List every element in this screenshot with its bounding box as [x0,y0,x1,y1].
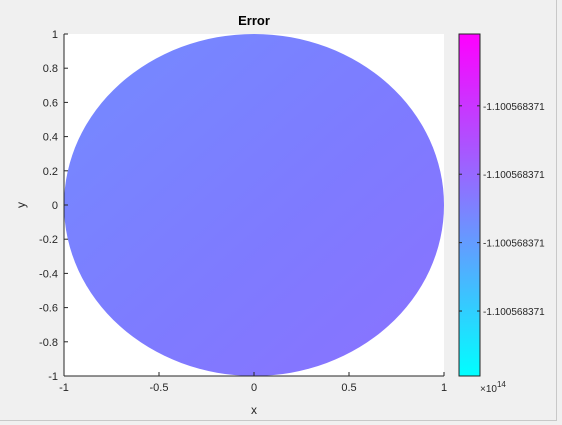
y-tick-label: 0.2 [43,166,58,178]
y-tick-label: -0.2 [39,234,58,246]
y-tick-label: 1 [52,29,58,41]
colorbar-tick-label: -1.100568371 [483,170,545,181]
chart-title: Error [238,13,270,28]
colorbar [458,33,481,377]
y-axis-label: y [14,202,28,208]
y-tick-label: 0 [52,200,58,212]
y-tick-label: -0.8 [39,337,58,349]
error-surface [64,34,444,376]
y-tick-label: -0.6 [39,303,58,315]
x-tick-label: -0.5 [150,382,169,394]
x-tick-label: 0 [251,382,257,394]
colorbar-tick-label: -1.100568371 [483,102,545,113]
colorbar-exponent: ×1014 [480,380,506,395]
y-tick-label: 0.6 [43,97,58,109]
y-tick-label: 0.8 [43,63,58,75]
chart: -1 -0.5 0 0.5 1 1 0.8 0.6 0.4 0.2 0 -0.2 -0.4 -0.6 -0… [14,13,545,417]
x-tick-label: -1 [59,382,69,394]
x-tick-label: 1 [441,382,447,394]
x-tick-label: 0.5 [341,382,356,394]
colorbar-tick-label: -1.100568371 [483,239,545,250]
y-tick-label: -1 [48,371,58,383]
y-tick-label: -0.4 [39,268,58,280]
x-axis-label: x [251,403,257,417]
y-tick-label: 0.4 [43,132,58,144]
colorbar-tick-label: -1.100568371 [483,307,545,318]
